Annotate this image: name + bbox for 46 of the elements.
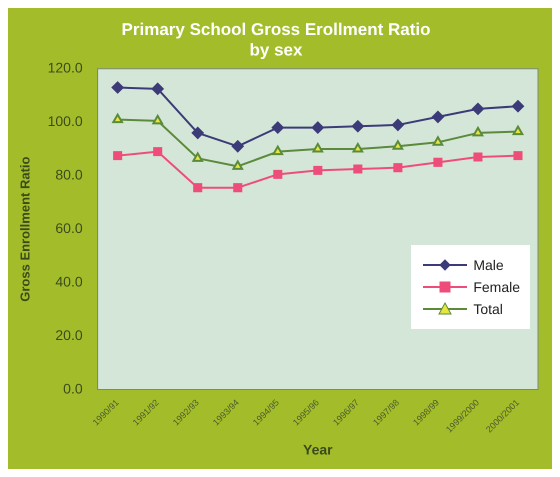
point xyxy=(352,142,364,152)
point xyxy=(192,126,204,139)
point xyxy=(152,114,164,124)
point xyxy=(312,142,324,152)
legend-label: Total xyxy=(473,301,503,317)
y-tick-label: 0.0 xyxy=(63,380,83,396)
point xyxy=(312,122,324,134)
point xyxy=(432,110,444,123)
point xyxy=(152,82,164,95)
point xyxy=(473,152,482,162)
point xyxy=(393,163,402,172)
point xyxy=(392,140,404,150)
y-tick-label: 60.0 xyxy=(55,220,83,236)
chart-title: Primary School Gross Erollment Ratio by sex xyxy=(122,20,430,60)
point xyxy=(113,151,122,160)
y-tick-label: 80.0 xyxy=(55,166,83,183)
point xyxy=(112,82,124,94)
point xyxy=(313,166,322,175)
point xyxy=(392,118,404,131)
point xyxy=(472,102,484,115)
point xyxy=(233,183,242,192)
point xyxy=(273,170,282,179)
legend-label: Male xyxy=(473,257,504,273)
point xyxy=(192,152,204,162)
y-axis-title: Gross Enrollment Ratio xyxy=(17,156,32,302)
point xyxy=(433,158,442,167)
point xyxy=(472,126,484,136)
point xyxy=(353,164,362,174)
y-tick-label: 100.0 xyxy=(48,113,83,130)
point xyxy=(512,126,524,136)
x-axis-title: Year xyxy=(303,441,334,458)
point xyxy=(232,140,244,152)
point xyxy=(153,147,162,156)
point xyxy=(512,100,524,112)
y-tick-label: 20.0 xyxy=(55,326,83,343)
point xyxy=(513,151,523,160)
point xyxy=(193,183,202,192)
point xyxy=(232,160,244,170)
point xyxy=(112,114,123,124)
point xyxy=(272,146,284,156)
point xyxy=(272,122,284,134)
y-tick-label: 120.0 xyxy=(48,60,83,76)
point xyxy=(352,120,364,132)
legend-label: Female xyxy=(473,279,520,295)
y-tick-label: 40.0 xyxy=(55,273,83,290)
point xyxy=(432,136,444,146)
